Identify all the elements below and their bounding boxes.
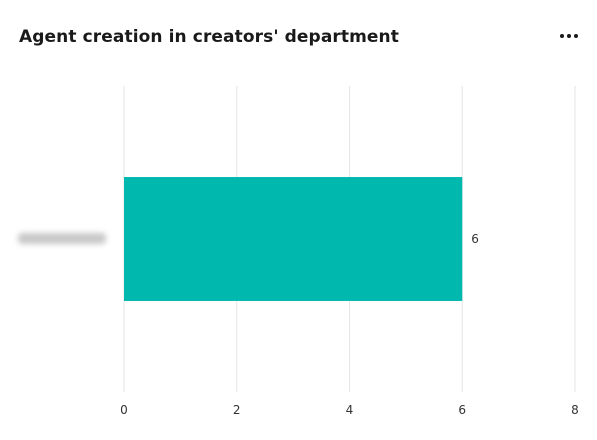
x-tick-label: 2 bbox=[233, 403, 241, 417]
more-horizontal-icon bbox=[560, 34, 564, 38]
bars bbox=[124, 177, 463, 301]
x-axis-ticks: 0 2 4 6 8 bbox=[120, 403, 579, 417]
category-label-redacted bbox=[18, 233, 106, 244]
x-tick-label: 6 bbox=[458, 403, 466, 417]
more-horizontal-icon-dot bbox=[567, 34, 571, 38]
x-tick-label: 8 bbox=[571, 403, 579, 417]
data-labels: 6 bbox=[471, 232, 479, 246]
more-horizontal-icon-dot bbox=[574, 34, 578, 38]
x-tick-label: 4 bbox=[346, 403, 354, 417]
x-tick-label: 0 bbox=[120, 403, 128, 417]
chart-title: Agent creation in creators' department bbox=[19, 27, 399, 47]
bar-value-label: 6 bbox=[471, 232, 479, 246]
bar[interactable] bbox=[124, 177, 463, 301]
y-axis-categories bbox=[18, 233, 106, 244]
more-options-button[interactable] bbox=[554, 24, 584, 48]
